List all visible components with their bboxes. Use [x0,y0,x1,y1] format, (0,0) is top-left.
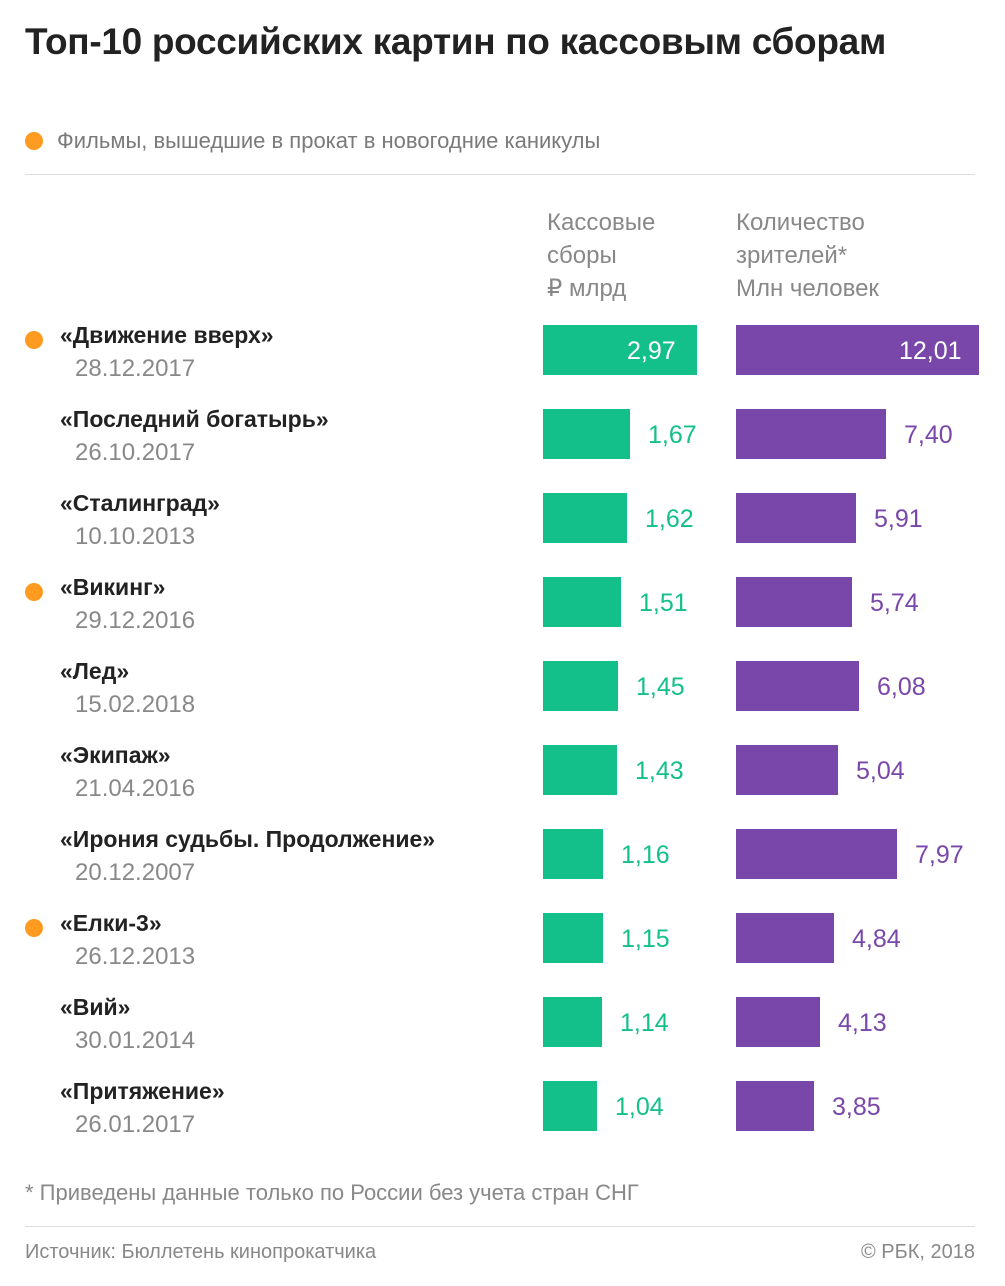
box-office-bar [543,661,618,711]
source-note: Источник: Бюллетень кинопрокатчика [25,1241,377,1263]
film-title: «Движение вверх» [60,322,274,348]
viewers-bar [736,913,834,963]
viewers-bar [736,577,852,627]
chart-row: «Вий» 30.01.2014 1,14 4,13 [0,994,1005,1078]
box-office-value-label: 1,62 [645,505,694,533]
viewers-bar [736,1081,814,1131]
viewers-bar [736,829,897,879]
box-office-value-label: 1,04 [615,1093,664,1121]
film-title: «Притяжение» [60,1078,225,1104]
box-office-value-label: 1,45 [636,673,685,701]
viewers-bar [736,745,838,795]
release-date: 26.01.2017 [75,1111,196,1138]
chart-row: «Лед» 15.02.2018 1,45 6,08 [0,658,1005,742]
viewers-value-label: 7,97 [915,841,964,869]
box-office-bar [543,409,630,459]
chart-row: «Ирония судьбы. Продолжение» 20.12.2007 1,… [0,826,1005,910]
column-header-line: зрителей* [736,242,848,269]
film-title: «Елки-3» [60,910,162,936]
column-header-line: ₽ млрд [547,275,627,302]
copyright: © РБК, 2018 [860,1241,975,1263]
column-header-line: Количество [736,209,865,236]
release-date: 30.01.2014 [75,1027,196,1054]
chart-row: «Последний богатырь» 26.10.2017 1,67 7,40 [0,406,1005,490]
release-date: 28.12.2017 [75,355,196,382]
box-office-value-label: 1,15 [621,925,670,953]
column-header-viewers: Количество зрителей* Млн человек [736,206,879,305]
legend: Фильмы, вышедшие в прокат в новогодние к… [25,126,600,156]
viewers-value-label: 4,84 [852,925,901,953]
release-date: 21.04.2016 [75,775,196,802]
box-office-bar [543,325,697,375]
box-office-bar [543,1081,597,1131]
box-office-value-label: 1,16 [621,841,670,869]
box-office-bar [543,913,603,963]
release-date: 10.10.2013 [75,523,196,550]
legend-label: Фильмы, вышедшие в прокат в новогодние к… [57,128,601,153]
box-office-bar [543,493,627,543]
release-date: 26.12.2013 [75,943,196,970]
box-office-value-label: 1,43 [635,757,684,785]
film-title: «Сталинград» [60,490,220,516]
viewers-value-label: 6,08 [877,673,926,701]
film-title: «Лед» [60,658,130,684]
box-office-bar [543,577,621,627]
viewers-value-label: 12,01 [899,337,962,365]
chart-row: «Притяжение» 26.01.2017 1,04 3,85 [0,1078,1005,1162]
release-date: 15.02.2018 [75,691,196,718]
column-header-line: Кассовые [547,209,656,236]
viewers-value-label: 5,91 [874,505,923,533]
top-divider [25,174,975,175]
viewers-bar [736,409,886,459]
film-title: «Вий» [60,994,131,1020]
box-office-value-label: 1,51 [639,589,688,617]
box-office-value-label: 1,14 [620,1009,669,1037]
column-header-line: сборы [547,242,617,269]
viewers-value-label: 7,40 [904,421,953,449]
viewers-bar [736,661,859,711]
viewers-value-label: 5,04 [856,757,905,785]
release-date: 29.12.2016 [75,607,196,634]
chart-title: Топ-10 российских картин по кассовым сбо… [25,21,887,62]
footnote: * Приведены данные только по России без … [25,1180,639,1205]
chart-row: «Сталинград» 10.10.2013 1,62 5,91 [0,490,1005,574]
bottom-divider [25,1226,975,1227]
new-year-dot-icon [25,583,43,601]
column-header-box-office: Кассовые сборы ₽ млрд [547,206,655,305]
column-header-line: Млн человек [736,275,879,302]
film-title: «Ирония судьбы. Продолжение» [60,826,436,852]
film-title: «Викинг» [60,574,166,600]
viewers-bar [736,493,856,543]
chart-row: «Елки-3» 26.12.2013 1,15 4,84 [0,910,1005,994]
chart-row: «Экипаж» 21.04.2016 1,43 5,04 [0,742,1005,826]
box-office-bar [543,829,603,879]
box-office-bar [543,997,602,1047]
release-date: 26.10.2017 [75,439,196,466]
box-office-value-label: 2,97 [627,337,676,365]
release-date: 20.12.2007 [75,859,196,886]
film-title: «Экипаж» [60,742,171,768]
box-office-bar [543,745,617,795]
new-year-dot-icon [25,331,43,349]
legend-dot-icon [25,132,43,150]
chart-row: «Викинг» 29.12.2016 1,51 5,74 [0,574,1005,658]
viewers-value-label: 3,85 [832,1093,881,1121]
viewers-value-label: 4,13 [838,1009,887,1037]
box-office-value-label: 1,67 [648,421,697,449]
viewers-value-label: 5,74 [870,589,919,617]
film-title: «Последний богатырь» [60,406,329,432]
viewers-bar [736,997,820,1047]
viewers-bar [736,325,979,375]
chart-row: «Движение вверх» 28.12.2017 2,97 12,01 [0,322,1005,406]
new-year-dot-icon [25,919,43,937]
